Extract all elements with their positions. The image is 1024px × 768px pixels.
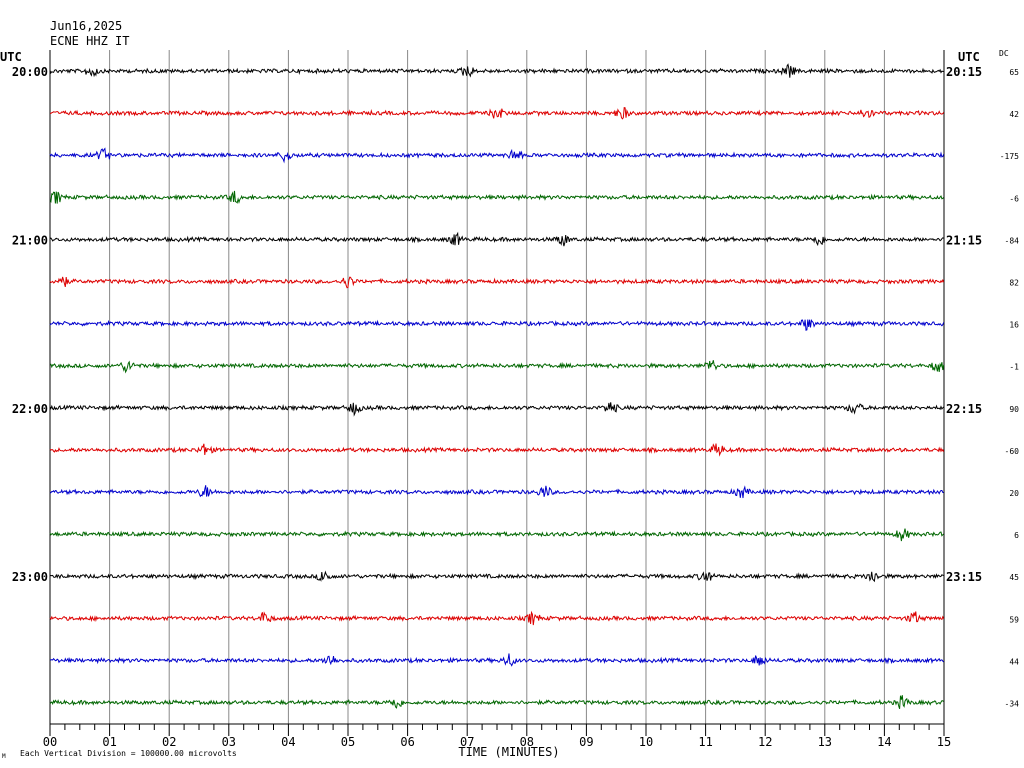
trace-line <box>49 695 944 709</box>
trace-line <box>49 570 944 583</box>
footer-mark: M <box>2 753 6 760</box>
x-axis-title: TIME (MINUTES) <box>458 745 559 759</box>
dc-value: 44 <box>1009 657 1019 666</box>
x-tick-label: 00 <box>43 735 57 749</box>
dc-column-label: DC <box>999 49 1009 58</box>
x-tick-label: 11 <box>698 735 712 749</box>
dc-value: 65 <box>1009 68 1019 77</box>
x-tick-label: 01 <box>102 735 116 749</box>
dc-value: 59 <box>1009 615 1019 624</box>
trace-line <box>49 443 945 457</box>
x-tick-label: 07 <box>460 735 474 749</box>
dc-value: 90 <box>1009 405 1019 414</box>
x-tick-label: 12 <box>758 735 772 749</box>
x-tick-label: 02 <box>162 735 176 749</box>
trace-line <box>49 528 944 542</box>
dc-value: 45 <box>1009 573 1019 582</box>
x-tick-label: 05 <box>341 735 355 749</box>
seismic-traces <box>49 63 945 709</box>
dc-value: 82 <box>1009 279 1019 288</box>
dc-value: -1 <box>1009 363 1019 372</box>
row-time-left: 20:00 <box>12 65 48 79</box>
date-label: Jun16,2025 <box>50 19 123 33</box>
dc-value: 42 <box>1009 110 1019 119</box>
row-time-left: 23:00 <box>12 570 48 584</box>
x-tick-label: 13 <box>818 735 832 749</box>
trace-line <box>50 106 945 120</box>
utc-right-label: UTC <box>958 50 980 64</box>
trace-line <box>49 653 945 667</box>
trace-line <box>49 231 944 247</box>
dc-value: -175 <box>1000 152 1019 161</box>
x-tick-label: 15 <box>937 735 951 749</box>
row-time-right: 21:15 <box>946 233 982 247</box>
dc-value: -34 <box>1005 700 1020 709</box>
x-tick-label: 04 <box>281 735 295 749</box>
row-time-right: 23:15 <box>946 570 982 584</box>
row-time-left: 21:00 <box>12 233 48 247</box>
dc-offset-values: 65 42 -175 -6 -84 82 16 -1 90 -60 20 6 45 59 44 -34 <box>1000 68 1019 709</box>
trace-line <box>50 360 945 374</box>
trace-line <box>49 147 945 164</box>
trace-line <box>49 318 945 331</box>
time-axis: 00 01 02 03 04 05 06 07 08 09 10 11 12 13 14 15 TIME (MI… <box>43 723 951 759</box>
dc-value: -60 <box>1005 447 1020 456</box>
trace-line <box>49 276 945 289</box>
dc-value: -84 <box>1005 236 1020 245</box>
dc-value: 6 <box>1014 531 1019 540</box>
station-label: ECNE HHZ IT <box>50 34 130 48</box>
dc-value: 16 <box>1009 321 1019 330</box>
dc-value: 20 <box>1009 489 1019 498</box>
row-time-right: 22:15 <box>946 402 982 416</box>
x-tick-label: 06 <box>400 735 414 749</box>
x-tick-label: 03 <box>222 735 236 749</box>
trace-line <box>49 402 945 417</box>
x-tick-label: 10 <box>639 735 653 749</box>
row-time-right: 20:15 <box>946 65 982 79</box>
x-tick-label: 14 <box>877 735 891 749</box>
row-time-left: 22:00 <box>12 402 48 416</box>
trace-line <box>49 63 944 78</box>
x-tick-label: 09 <box>579 735 593 749</box>
vertical-division-note: Each Vertical Division = 100000.00 micro… <box>20 749 237 758</box>
trace-line <box>49 190 945 204</box>
x-tick-label: 08 <box>520 735 534 749</box>
minute-grid <box>49 50 945 724</box>
dc-value: -6 <box>1009 194 1019 203</box>
trace-line <box>49 485 944 499</box>
trace-line <box>49 610 945 626</box>
row-time-labels: 20:00 20:15 21:00 21:15 22:00 22:15 23:00 23:15 <box>12 65 982 584</box>
utc-left-label: UTC <box>0 50 22 64</box>
